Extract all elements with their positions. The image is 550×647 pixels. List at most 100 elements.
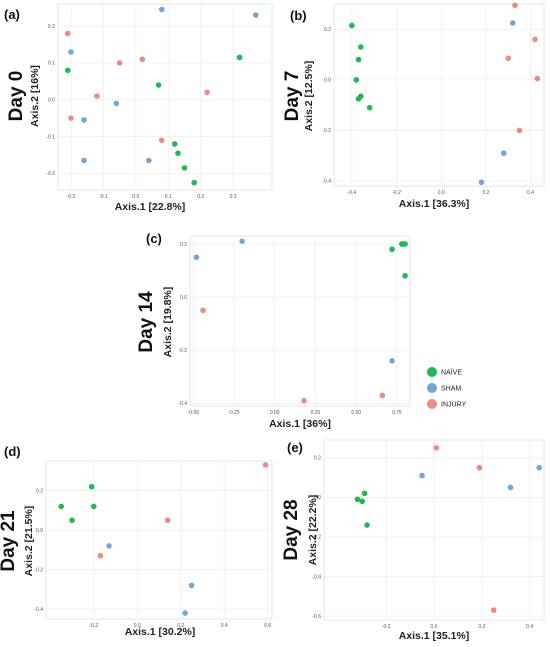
point-injury (204, 89, 210, 96)
point-nave (69, 517, 75, 524)
panel-label: (b) (290, 8, 307, 23)
point-sham (188, 582, 195, 589)
y-tick-label: 0.2 (180, 242, 187, 248)
legend-label: INJURY (441, 402, 466, 409)
point-nave (354, 496, 361, 503)
y-tick-label: 0.0 (324, 78, 331, 84)
point-nave (181, 165, 188, 171)
y-tick-label: -0.6 (312, 614, 321, 620)
day-title: Day 0 (6, 71, 27, 122)
x-tick-label: 0.4 (527, 190, 534, 196)
y-tick-label: -0.2 (34, 567, 43, 573)
x-tick-label: 0.75 (392, 410, 402, 416)
legend-marker (427, 367, 437, 377)
x-tick-label: 0.4 (526, 624, 533, 630)
point-nave (88, 483, 95, 490)
point-sham (106, 543, 112, 549)
point-nave (361, 490, 368, 497)
x-axis-label: Axis.1 [35.1%] (399, 630, 470, 642)
point-sham (193, 254, 200, 261)
x-tick-label: -0.2 (89, 623, 98, 629)
point-injury (116, 60, 123, 66)
x-tick-label: 0.2 (177, 623, 184, 629)
point-nave (402, 273, 408, 279)
x-tick-label: 0.0 (431, 624, 438, 630)
y-axis-label: Axis.2 [22.2%] (307, 495, 319, 566)
point-sham (81, 117, 87, 123)
legend-marker (427, 383, 437, 393)
point-sham (507, 484, 514, 491)
point-sham (182, 610, 188, 616)
y-tick-label: 0.0 (48, 98, 55, 104)
legend-label: NAÏVE (441, 369, 462, 377)
y-tick-label: 0.0 (180, 295, 187, 301)
point-injury (68, 115, 74, 121)
point-injury (139, 56, 146, 63)
point-nave (155, 82, 162, 88)
point-nave (236, 54, 243, 61)
y-tick-label: 0.0 (314, 495, 321, 501)
point-sham (509, 20, 516, 26)
x-tick-label: 0.4 (221, 623, 228, 629)
point-injury (512, 2, 518, 9)
y-tick-label: -0.1 (46, 134, 55, 140)
y-tick-label: -0.4 (178, 401, 187, 407)
panel-label: (d) (4, 444, 21, 459)
point-injury (433, 445, 440, 451)
x-axis-label: Axis.1 [36%] (269, 418, 331, 430)
point-injury (534, 75, 541, 82)
x-tick-label: -0.25 (228, 410, 240, 416)
x-tick-label: -0.2 (67, 194, 76, 200)
x-tick-label: 0.6 (264, 623, 271, 629)
x-tick-label: 0.0 (132, 194, 139, 200)
plot-area (45, 460, 273, 620)
x-tick-label: -0.4 (348, 190, 357, 196)
y-tick-label: -0.4 (322, 179, 331, 185)
y-tick-label: -0.4 (312, 574, 321, 580)
panel-4: -0.2 0.0 0.2 0.4 0.6-0.4-0.20.00.2(d)Day 21 A… (0, 444, 273, 638)
x-tick-label: -0.2 (382, 624, 391, 630)
point-sham (68, 49, 74, 55)
legend-marker (427, 399, 437, 409)
point-sham (145, 157, 152, 164)
x-tick-label: 0.2 (482, 190, 489, 196)
y-tick-label: 0.2 (48, 24, 55, 30)
point-injury (505, 55, 512, 62)
point-sham (500, 150, 507, 156)
point-injury (200, 307, 206, 314)
point-sham (81, 157, 87, 164)
x-tick-label: -0.2 (392, 190, 401, 196)
point-injury (97, 553, 104, 559)
point-nave (389, 246, 395, 253)
point-nave (358, 44, 364, 50)
point-sham (158, 6, 165, 13)
point-nave (58, 503, 65, 510)
point-nave (366, 104, 373, 111)
y-axis-label: Axis.2 [16%] (29, 65, 41, 127)
y-axis-label: Axis.2 [21.5%] (23, 506, 35, 577)
y-tick-label: 0.0 (36, 528, 43, 534)
x-axis-label: Axis.1 [30.2%] (125, 626, 196, 638)
point-injury (490, 607, 497, 613)
x-tick-label: 0.3 (230, 194, 237, 200)
point-sham (478, 179, 485, 186)
x-tick-label: 0.2 (197, 194, 204, 200)
point-sham (419, 472, 425, 479)
y-tick-label: 0.2 (324, 27, 331, 33)
x-tick-label: 0.2 (478, 624, 485, 630)
point-nave (191, 179, 197, 186)
point-sham (536, 464, 543, 471)
point-injury (64, 30, 71, 37)
point-injury (476, 464, 483, 471)
point-injury (158, 137, 165, 144)
day-title: Day 14 (136, 291, 157, 353)
point-nave (349, 22, 355, 29)
y-tick-label: -0.2 (322, 128, 331, 134)
point-injury (379, 392, 386, 399)
y-tick-label: 0.2 (36, 488, 43, 494)
plot-area (189, 235, 411, 407)
x-tick-label: 0.00 (270, 410, 280, 416)
point-nave (355, 56, 362, 63)
